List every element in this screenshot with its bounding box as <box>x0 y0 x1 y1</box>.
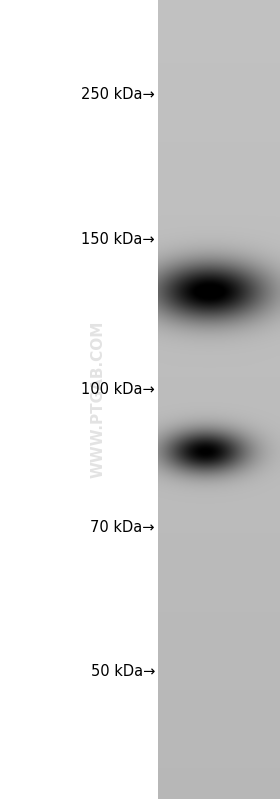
Text: 150 kDa→: 150 kDa→ <box>81 233 155 247</box>
Text: 50 kDa→: 50 kDa→ <box>91 664 155 678</box>
Text: 100 kDa→: 100 kDa→ <box>81 383 155 397</box>
Text: 250 kDa→: 250 kDa→ <box>81 87 155 101</box>
Text: WWW.PTGAB.COM: WWW.PTGAB.COM <box>90 321 106 478</box>
Text: 70 kDa→: 70 kDa→ <box>90 520 155 535</box>
